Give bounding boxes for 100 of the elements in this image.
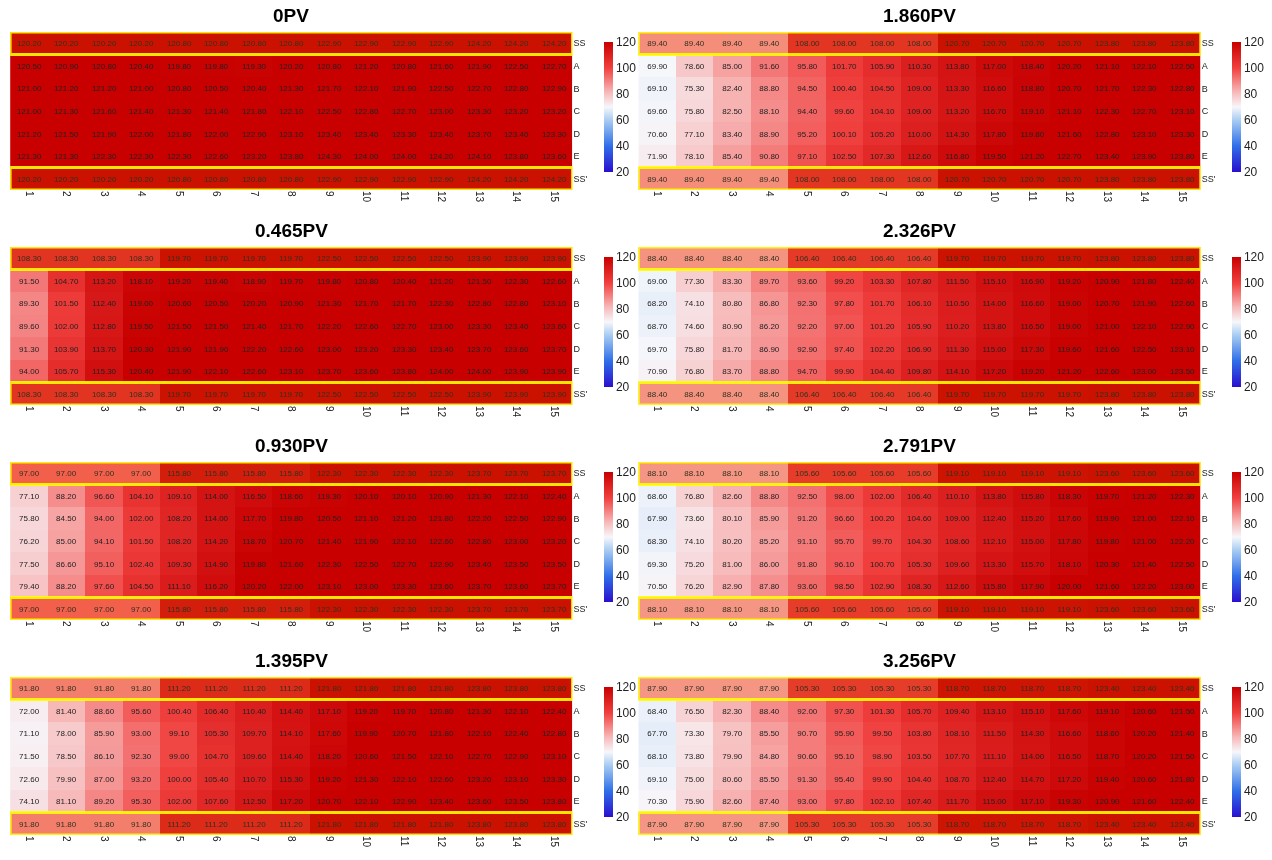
data-label: 79.90 bbox=[722, 751, 743, 761]
data-label: 116.20 bbox=[204, 581, 229, 591]
data-label: 123.60 bbox=[353, 366, 379, 376]
data-label: 123.10 bbox=[278, 366, 304, 376]
data-label: 108.00 bbox=[870, 38, 896, 48]
data-label: 70.60 bbox=[647, 129, 668, 139]
x-tick-label: 13 bbox=[1101, 191, 1113, 203]
data-label: 108.70 bbox=[945, 774, 971, 784]
data-label: 88.20 bbox=[56, 581, 77, 591]
data-label: 122.80 bbox=[466, 536, 492, 546]
data-label: 122.10 bbox=[391, 536, 417, 546]
data-label: 75.80 bbox=[684, 344, 705, 354]
data-label: 123.40 bbox=[1095, 819, 1121, 829]
data-label: 68.60 bbox=[647, 491, 668, 501]
data-label: 120.80 bbox=[203, 174, 229, 184]
data-label: 82.60 bbox=[722, 796, 743, 806]
data-label: 122.70 bbox=[391, 321, 417, 331]
data-label: 122.10 bbox=[1132, 321, 1158, 331]
y-tick-label: A bbox=[573, 491, 580, 502]
x-tick-label: 11 bbox=[398, 621, 410, 632]
data-label: 88.10 bbox=[684, 468, 705, 478]
data-label: 93.20 bbox=[131, 774, 152, 784]
data-label: 123.80 bbox=[1170, 389, 1196, 399]
data-label: 120.70 bbox=[1057, 38, 1083, 48]
data-label: 119.20 bbox=[354, 706, 379, 716]
data-label: 87.90 bbox=[722, 819, 743, 829]
data-label: 104.10 bbox=[128, 491, 154, 501]
data-label: 123.40 bbox=[1132, 819, 1158, 829]
data-label: 89.40 bbox=[759, 174, 780, 184]
data-label: 123.80 bbox=[278, 151, 304, 161]
data-label: 121.30 bbox=[316, 298, 342, 308]
data-label: 122.50 bbox=[1170, 61, 1196, 71]
data-label: 84.80 bbox=[759, 751, 780, 761]
data-label: 120.90 bbox=[53, 61, 79, 71]
data-label: 89.30 bbox=[19, 298, 40, 308]
data-label: 115.80 bbox=[242, 468, 267, 478]
data-label: 121.70 bbox=[1095, 83, 1121, 93]
data-label: 97.00 bbox=[19, 604, 40, 614]
x-tick-label: 12 bbox=[1064, 836, 1076, 848]
data-label: 123.20 bbox=[541, 536, 567, 546]
data-label: 85.00 bbox=[722, 61, 743, 71]
data-label: 122.50 bbox=[1132, 344, 1158, 354]
data-label: 116.60 bbox=[1057, 728, 1082, 738]
data-label: 95.70 bbox=[834, 536, 855, 546]
data-label: 119.40 bbox=[1095, 774, 1120, 784]
x-tick-label: 5 bbox=[173, 191, 185, 197]
data-label: 112.50 bbox=[242, 796, 267, 806]
data-label: 107.30 bbox=[870, 151, 896, 161]
data-label: 123.70 bbox=[541, 468, 567, 478]
data-label: 123.70 bbox=[466, 468, 492, 478]
x-tick-label: 9 bbox=[323, 406, 335, 412]
x-tick-label: 13 bbox=[1101, 836, 1113, 848]
x-tick-label: 10 bbox=[989, 836, 1001, 848]
data-label: 119.70 bbox=[945, 253, 970, 263]
data-label: 123.00 bbox=[428, 321, 454, 331]
data-label: 110.50 bbox=[945, 298, 970, 308]
data-label: 120.20 bbox=[128, 38, 154, 48]
data-label: 122.10 bbox=[203, 366, 229, 376]
data-label: 111.20 bbox=[279, 683, 304, 693]
data-label: 89.40 bbox=[722, 38, 743, 48]
data-label: 96.60 bbox=[834, 513, 855, 523]
data-label: 121.80 bbox=[391, 683, 417, 693]
data-label: 122.10 bbox=[503, 706, 529, 716]
data-label: 110.00 bbox=[907, 129, 932, 139]
data-label: 79.90 bbox=[56, 774, 77, 784]
data-label: 120.20 bbox=[16, 174, 42, 184]
data-label: 119.80 bbox=[167, 61, 192, 71]
data-label: 121.90 bbox=[1132, 298, 1158, 308]
x-tick-label: 4 bbox=[136, 191, 148, 197]
data-label: 122.10 bbox=[1170, 513, 1196, 523]
x-tick-label: 11 bbox=[1026, 191, 1038, 202]
data-label: 123.70 bbox=[466, 129, 492, 139]
data-label: 105.30 bbox=[907, 559, 933, 569]
data-label: 119.10 bbox=[1095, 706, 1120, 716]
data-label: 121.70 bbox=[316, 83, 342, 93]
data-label: 106.10 bbox=[907, 298, 933, 308]
data-label: 120.70 bbox=[1020, 174, 1046, 184]
data-label: 119.80 bbox=[204, 61, 229, 71]
data-label: 102.00 bbox=[128, 513, 154, 523]
data-label: 92.00 bbox=[797, 706, 818, 716]
data-label: 105.60 bbox=[870, 468, 896, 478]
data-label: 119.30 bbox=[317, 491, 342, 501]
data-label: 106.40 bbox=[203, 706, 229, 716]
data-label: 123.80 bbox=[503, 683, 529, 693]
data-label: 123.30 bbox=[466, 321, 492, 331]
chart-title: 2.791PV bbox=[883, 435, 957, 456]
data-label: 97.00 bbox=[131, 468, 152, 478]
data-label: 108.20 bbox=[166, 513, 192, 523]
data-label: 121.20 bbox=[91, 83, 117, 93]
data-label: 77.10 bbox=[19, 491, 40, 501]
data-label: 101.70 bbox=[870, 298, 896, 308]
data-label: 120.50 bbox=[203, 298, 229, 308]
data-label: 120.70 bbox=[945, 174, 971, 184]
x-tick-label: 14 bbox=[511, 621, 523, 633]
x-tick-label: 11 bbox=[398, 191, 410, 202]
data-label: 81.00 bbox=[722, 559, 743, 569]
data-label: 121.60 bbox=[1132, 796, 1158, 806]
data-label: 97.80 bbox=[834, 298, 855, 308]
x-tick-label: 6 bbox=[839, 406, 851, 412]
data-label: 122.10 bbox=[466, 728, 492, 738]
